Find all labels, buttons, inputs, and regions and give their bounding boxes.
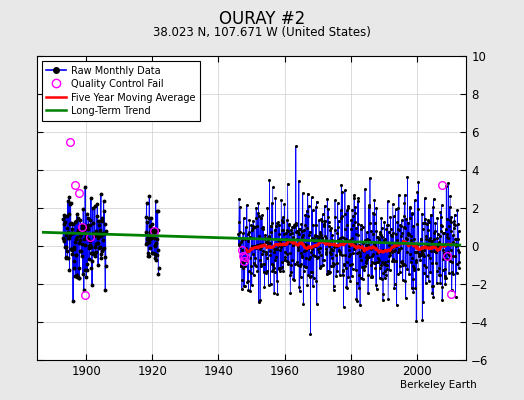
Text: OURAY #2: OURAY #2 xyxy=(219,10,305,28)
Text: 38.023 N, 107.671 W (United States): 38.023 N, 107.671 W (United States) xyxy=(153,26,371,39)
Text: Berkeley Earth: Berkeley Earth xyxy=(400,380,477,390)
Legend: Raw Monthly Data, Quality Control Fail, Five Year Moving Average, Long-Term Tren: Raw Monthly Data, Quality Control Fail, … xyxy=(41,61,200,121)
